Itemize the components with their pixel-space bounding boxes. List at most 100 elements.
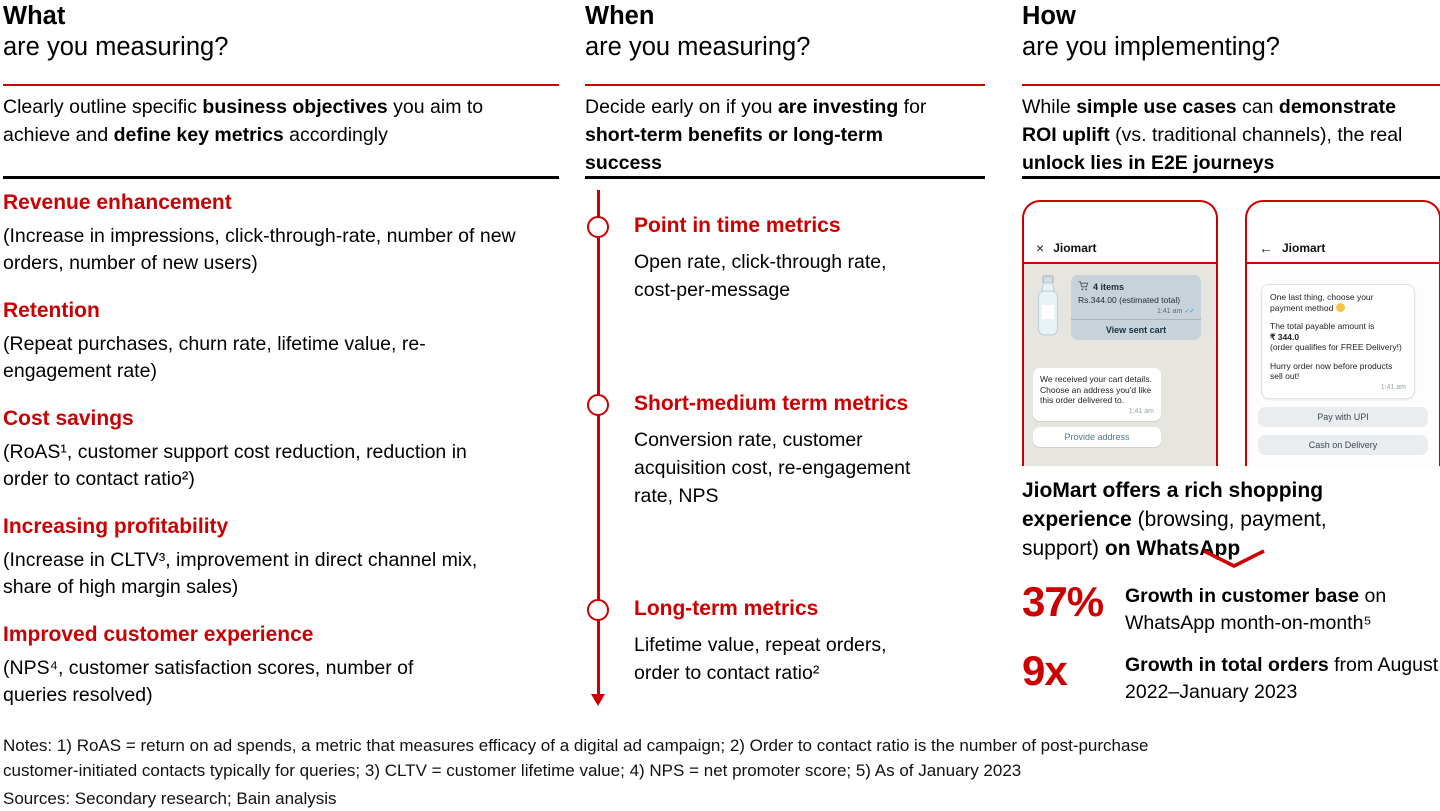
black-divider — [585, 176, 985, 179]
phone-mockup-payment: ← Jiomart One last thing, choose your pa… — [1245, 200, 1440, 466]
message-text: Hurry order now before products sell out… — [1270, 360, 1393, 382]
provide-address-button[interactable]: Provide address — [1033, 427, 1161, 447]
column-what-title-bold: What — [3, 2, 66, 30]
timeline-item-desc: Open rate, click-through rate, cost-per-… — [634, 251, 887, 301]
chat-row: 4 items Rs.344.00 (estimated total) 1:41… — [1033, 275, 1207, 342]
metric-list: Revenue enhancement (Increase in impress… — [3, 191, 559, 709]
phone-mockup-cart: × Jiomart — [1022, 200, 1218, 466]
phone-mockups: × Jiomart — [1022, 200, 1440, 466]
metric-title: Revenue enhancement — [3, 191, 232, 214]
metric-desc: (RoAS¹, customer support cost reduction,… — [3, 441, 467, 490]
stats: 37% Growth in customer base on WhatsApp … — [1022, 580, 1440, 718]
timeline-item-title: Short-medium term metrics — [634, 392, 909, 415]
chevron-down-icon — [1202, 548, 1266, 575]
stat-total-orders-growth: 9x Growth in total orders from August 20… — [1022, 649, 1440, 706]
metric-item-revenue: Revenue enhancement (Increase in impress… — [3, 191, 559, 277]
timeline-item-short-medium: Short-medium term metrics Conversion rat… — [634, 392, 934, 510]
metric-desc: (Repeat purchases, churn rate, lifetime … — [3, 333, 426, 382]
timeline-line — [597, 190, 600, 696]
cash-on-delivery-button[interactable]: Cash on Delivery — [1258, 435, 1428, 455]
message-timestamp: 1:41 am ✓✓ — [1157, 308, 1195, 315]
column-when-title-bold: When — [585, 2, 655, 30]
timeline: Point in time metrics Open rate, click-t… — [585, 190, 985, 720]
bottle-image — [1033, 275, 1063, 342]
column-when-intro: Decide early on if you are investing for… — [585, 96, 927, 174]
cart-summary-bubble: 4 items Rs.344.00 (estimated total) 1:41… — [1071, 275, 1201, 340]
column-how-title-bold: How — [1022, 2, 1076, 30]
timeline-item-title: Long-term metrics — [634, 597, 819, 620]
column-how-title: How are you implementing? — [1022, 1, 1280, 63]
cart-items-count: 4 items — [1093, 282, 1125, 292]
phone-header-name: Jiomart — [1053, 241, 1097, 255]
notes-text: Notes: 1) RoAS = return on ad spends, a … — [3, 736, 1149, 780]
column-how: How are you implementing? While simple u… — [1022, 0, 1440, 730]
sources-text: Sources: Secondary research; Bain analys… — [3, 789, 337, 808]
phone-header-name: Jiomart — [1282, 241, 1326, 255]
footnotes: Notes: 1) RoAS = return on ad spends, a … — [3, 733, 1203, 811]
stat-value: 37% — [1022, 578, 1104, 625]
timeline-dot-icon — [587, 394, 609, 416]
metric-desc: (Increase in CLTV³, improvement in direc… — [3, 549, 478, 598]
back-arrow-icon[interactable]: ← — [1259, 240, 1273, 256]
column-when-title-rest: are you measuring? — [585, 33, 811, 61]
message-timestamp: 1:41 am — [1128, 407, 1154, 415]
column-when: When are you measuring? Decide early on … — [585, 0, 985, 730]
column-how-intro: While simple use cases can demonstrate R… — [1022, 96, 1403, 174]
read-receipt-icon: ✓✓ — [1184, 308, 1195, 315]
timeline-dot-icon — [587, 216, 609, 238]
metric-desc: (NPS⁴, customer satisfaction scores, num… — [3, 657, 414, 706]
column-how-title-rest: are you implementing? — [1022, 33, 1280, 61]
timeline-item-title: Point in time metrics — [634, 214, 841, 237]
message-bubble: We received your cart details. Choose an… — [1033, 368, 1161, 421]
view-sent-cart-button[interactable]: View sent cart — [1105, 325, 1167, 335]
black-divider — [3, 176, 559, 179]
stat-customer-base-growth: 37% Growth in customer base on WhatsApp … — [1022, 580, 1440, 637]
red-divider — [1022, 84, 1440, 86]
timeline-dot-icon — [587, 599, 609, 621]
metric-title: Retention — [3, 299, 100, 322]
red-divider — [585, 84, 985, 86]
timeline-arrow-icon — [591, 694, 605, 706]
phone-header: ← Jiomart — [1247, 234, 1439, 264]
metric-item-profitability: Increasing profitability (Increase in CL… — [3, 515, 559, 601]
metric-title: Cost savings — [3, 407, 134, 430]
column-what: What are you measuring? Clearly outline … — [3, 0, 559, 730]
payable-amount: ₹ 344.0 — [1270, 331, 1300, 342]
cart-total: Rs.344.00 (estimated total) — [1078, 295, 1181, 305]
metric-item-cost-savings: Cost savings (RoAS¹, customer support co… — [3, 407, 559, 493]
timeline-item-desc: Lifetime value, repeat orders, order to … — [634, 634, 887, 684]
chat-area: 4 items Rs.344.00 (estimated total) 1:41… — [1024, 264, 1216, 466]
metric-title: Improved customer experience — [3, 623, 314, 646]
black-divider — [1022, 176, 1440, 179]
timeline-item-long-term: Long-term metrics Lifetime value, repeat… — [634, 597, 934, 687]
metric-item-customer-experience: Improved customer experience (NPS⁴, cust… — [3, 623, 559, 709]
column-what-title: What are you measuring? — [3, 1, 228, 63]
message-text: We received your cart details. Choose an… — [1040, 374, 1152, 405]
red-divider — [3, 84, 559, 86]
cart-items-line: 4 items — [1078, 281, 1194, 293]
metric-desc: (Increase in impressions, click-through-… — [3, 225, 516, 274]
pointing-down-emoji-icon — [1336, 302, 1346, 312]
cart-icon — [1078, 281, 1089, 293]
message-timestamp: 1:41 am — [1380, 383, 1406, 391]
message-text: The total payable amount is ₹ 344.0 (ord… — [1270, 321, 1402, 352]
stat-desc: Growth in total orders from August 2022–… — [1125, 654, 1439, 703]
payment-message-bubble: One last thing, choose your payment meth… — [1261, 284, 1415, 399]
column-what-title-rest: are you measuring? — [3, 33, 229, 61]
metric-item-retention: Retention (Repeat purchases, churn rate,… — [3, 299, 559, 385]
bubble-divider — [1071, 319, 1201, 320]
column-what-intro: Clearly outline specific business object… — [3, 96, 484, 146]
chat-area: One last thing, choose your payment meth… — [1247, 264, 1439, 466]
stat-desc: Growth in customer base on WhatsApp mont… — [1125, 585, 1387, 634]
message-text: One last thing, choose your payment meth… — [1270, 292, 1374, 313]
column-when-title: When are you measuring? — [585, 1, 810, 63]
metric-title: Increasing profitability — [3, 515, 229, 538]
close-icon[interactable]: × — [1036, 240, 1045, 256]
jiomart-caption: JioMart offers a rich shopping experienc… — [1022, 479, 1327, 560]
timeline-item-desc: Conversion rate, customer acquisition co… — [634, 429, 911, 507]
stat-value: 9x — [1022, 647, 1068, 694]
timeline-item-point-in-time: Point in time metrics Open rate, click-t… — [634, 214, 934, 304]
pay-with-upi-button[interactable]: Pay with UPI — [1258, 407, 1428, 427]
phone-header: × Jiomart — [1024, 234, 1216, 264]
